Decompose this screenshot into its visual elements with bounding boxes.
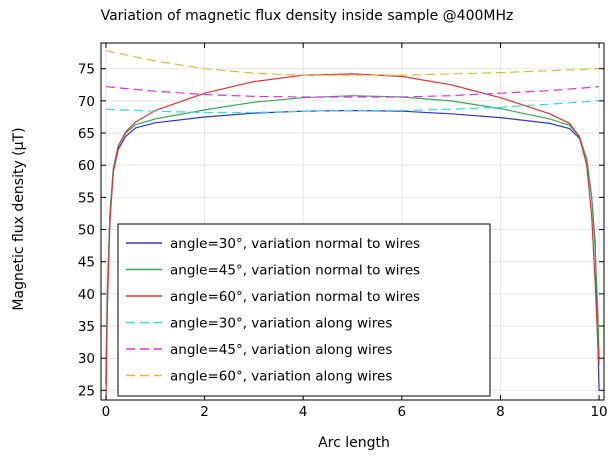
y-tick-label: 30 xyxy=(78,351,95,367)
y-tick-label: 25 xyxy=(78,383,95,399)
x-tick-label: 10 xyxy=(590,404,607,420)
series-line-3 xyxy=(105,73,600,400)
y-axis-label: Magnetic flux density (μT) xyxy=(11,127,27,310)
y-tick-label: 45 xyxy=(78,255,95,271)
chart-title: Variation of magnetic flux density insid… xyxy=(101,8,514,24)
x-axis-label: Arc length xyxy=(318,435,390,451)
y-tick-label: 40 xyxy=(78,287,95,303)
legend-label-4: angle=30°, variation along wires xyxy=(170,316,392,332)
x-tick-label: 6 xyxy=(398,404,407,420)
ticks: 0 2 4 6 8 10 25 30 35 40 45 50 55 60 65 70 75 xyxy=(78,43,608,420)
series-line-4 xyxy=(105,100,600,114)
y-tick-label: 60 xyxy=(78,158,95,174)
x-tick-label: 0 xyxy=(102,404,111,420)
legend-label-6: angle=60°, variation along wires xyxy=(170,369,392,385)
legend-label-2: angle=45°, variation normal to wires xyxy=(170,263,420,279)
y-tick-label: 55 xyxy=(78,190,95,206)
y-tick-label: 50 xyxy=(78,223,95,239)
x-tick-label: 4 xyxy=(299,404,308,420)
series-line-5 xyxy=(105,86,600,98)
series-layer xyxy=(105,50,600,400)
legend-label-5: angle=45°, variation along wires xyxy=(170,342,392,358)
legend-label-3: angle=60°, variation normal to wires xyxy=(170,289,420,305)
plot-frame xyxy=(100,42,605,401)
x-tick-label: 8 xyxy=(496,404,505,420)
y-tick-label: 70 xyxy=(78,94,95,110)
legend-label-1: angle=30°, variation normal to wires xyxy=(170,236,420,252)
y-tick-label: 75 xyxy=(78,62,95,78)
legend-box xyxy=(117,223,491,397)
y-tick-label: 65 xyxy=(78,126,95,142)
legend: angle=30°, variation normal to wires angl… xyxy=(117,223,491,397)
y-tick-label: 35 xyxy=(78,319,95,335)
x-tick-label: 2 xyxy=(200,404,209,420)
series-line-6 xyxy=(105,50,600,76)
